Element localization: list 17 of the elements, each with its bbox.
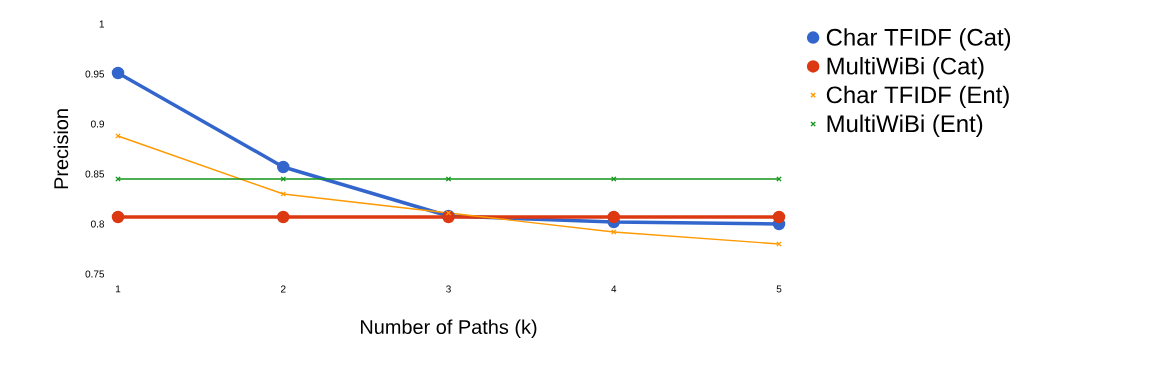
y-tick-label: 0.9 [91,120,105,128]
y-tick-label: 1 [99,20,105,28]
y-tick-label: 0.95 [85,70,105,78]
x-tick-label: 4 [611,285,617,293]
x-tick-label: 1 [116,285,121,293]
x-tick-label: 3 [446,285,451,293]
x-tick-label: 5 [776,285,782,293]
y-axis-title: Precision [53,109,69,189]
legend-label: MultiWiBi (Ent) [827,114,983,137]
y-tick-label: 0.75 [85,270,105,278]
y-tick-label: 0.8 [91,220,105,228]
x-tick-label: 2 [280,285,286,293]
x-axis-title: Number of Paths (k) [361,319,537,338]
y-tick-label: 0.85 [85,170,105,178]
legend-label: Char TFIDF (Cat) [826,28,1011,51]
legend-label: Char TFIDF (Ent) [826,85,1009,109]
legend-label: MultiWiBi (Cat) [827,56,984,80]
